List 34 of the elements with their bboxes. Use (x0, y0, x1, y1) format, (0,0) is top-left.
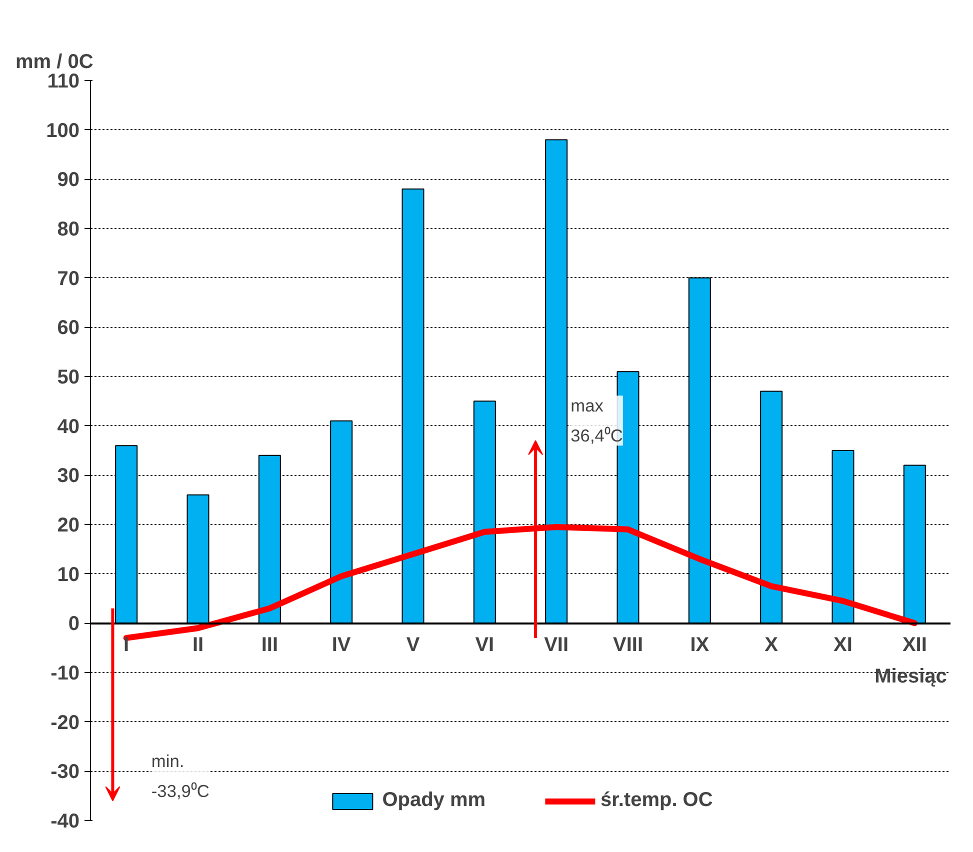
x-tick-label: XI (834, 634, 852, 656)
annotation: min. -33,9⁰C (151, 750, 210, 801)
x-tick-label: X (764, 634, 779, 656)
x-tick-label: III (261, 634, 278, 656)
x-tick-label: XII (902, 634, 927, 656)
y-tick-label: -30 (50, 761, 80, 784)
y-tick-label: 0 (68, 613, 80, 636)
legend-label: Opady mm (382, 789, 486, 812)
x-tick-label: II (192, 634, 204, 656)
y-tick-label: 20 (57, 514, 80, 536)
legend-label: śr.temp. OC (600, 789, 713, 812)
x-tick-label: VI (475, 634, 494, 656)
x-tick-label: IX (690, 634, 710, 656)
y-tick-label: 90 (57, 169, 80, 192)
y-tick-label: -10 (50, 662, 80, 684)
y-tick-label: 10 (57, 564, 80, 586)
x-tick-label: I (124, 634, 130, 656)
y-tick-label: 30 (57, 465, 80, 488)
y-tick-label: 50 (57, 366, 80, 388)
y-tick-label: 80 (57, 218, 80, 240)
y-tick-label: -40 (50, 810, 80, 832)
y-tick-label: 70 (57, 268, 80, 290)
y-tick-label: 60 (57, 317, 80, 340)
y-tick-label: 110 (47, 70, 80, 92)
y-tick-label: 100 (46, 120, 80, 142)
y-tick-label: 40 (57, 416, 80, 438)
y-axis-title: mm / 0C (16, 51, 94, 73)
annotation: max 36,4⁰C (570, 396, 623, 446)
x-axis-title: Miesiąc (874, 665, 947, 688)
x-tick-label: V (406, 634, 420, 656)
x-tick-label: VII (544, 634, 569, 656)
y-tick-label: -20 (50, 712, 80, 734)
x-tick-label: VIII (612, 634, 644, 656)
x-tick-label: IV (332, 634, 352, 656)
